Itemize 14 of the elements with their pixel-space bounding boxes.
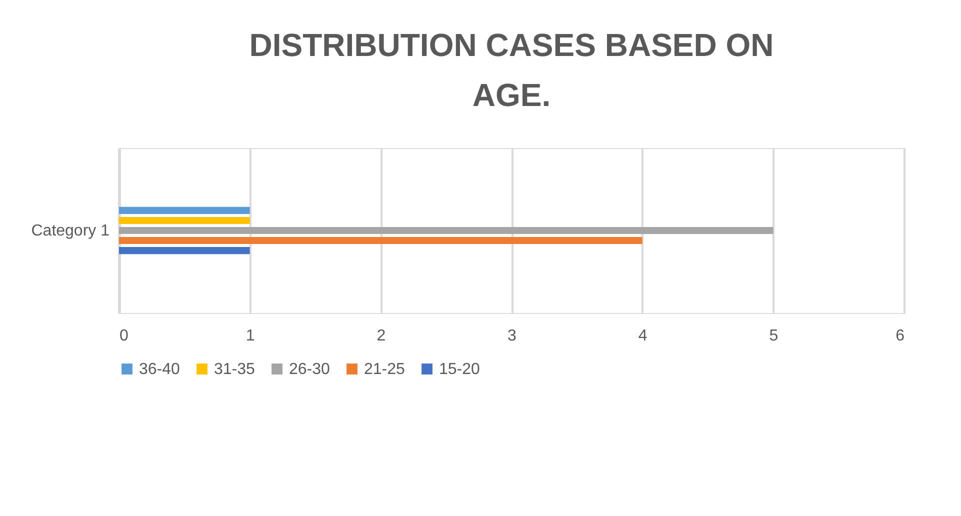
x-tick-label: 3 — [508, 328, 517, 344]
x-tick-label: 6 — [896, 328, 905, 344]
x-tick-label: 5 — [769, 328, 778, 344]
y-tick-label: Category 1 — [31, 222, 110, 240]
chart-title: DISTRIBUTION CASES BASED ON AGE. — [249, 27, 774, 113]
legend-label: 31-35 — [214, 361, 256, 378]
legend-label: 36-40 — [139, 361, 180, 378]
x-tick-label: 4 — [638, 328, 648, 344]
legend-label: 21-25 — [364, 361, 406, 378]
legend-label: 15-20 — [439, 361, 480, 378]
x-tick-label: 1 — [246, 328, 255, 344]
x-tick-label: 0 — [120, 328, 128, 344]
x-tick-label: 2 — [376, 328, 386, 344]
legend-label: 26-30 — [289, 361, 330, 378]
